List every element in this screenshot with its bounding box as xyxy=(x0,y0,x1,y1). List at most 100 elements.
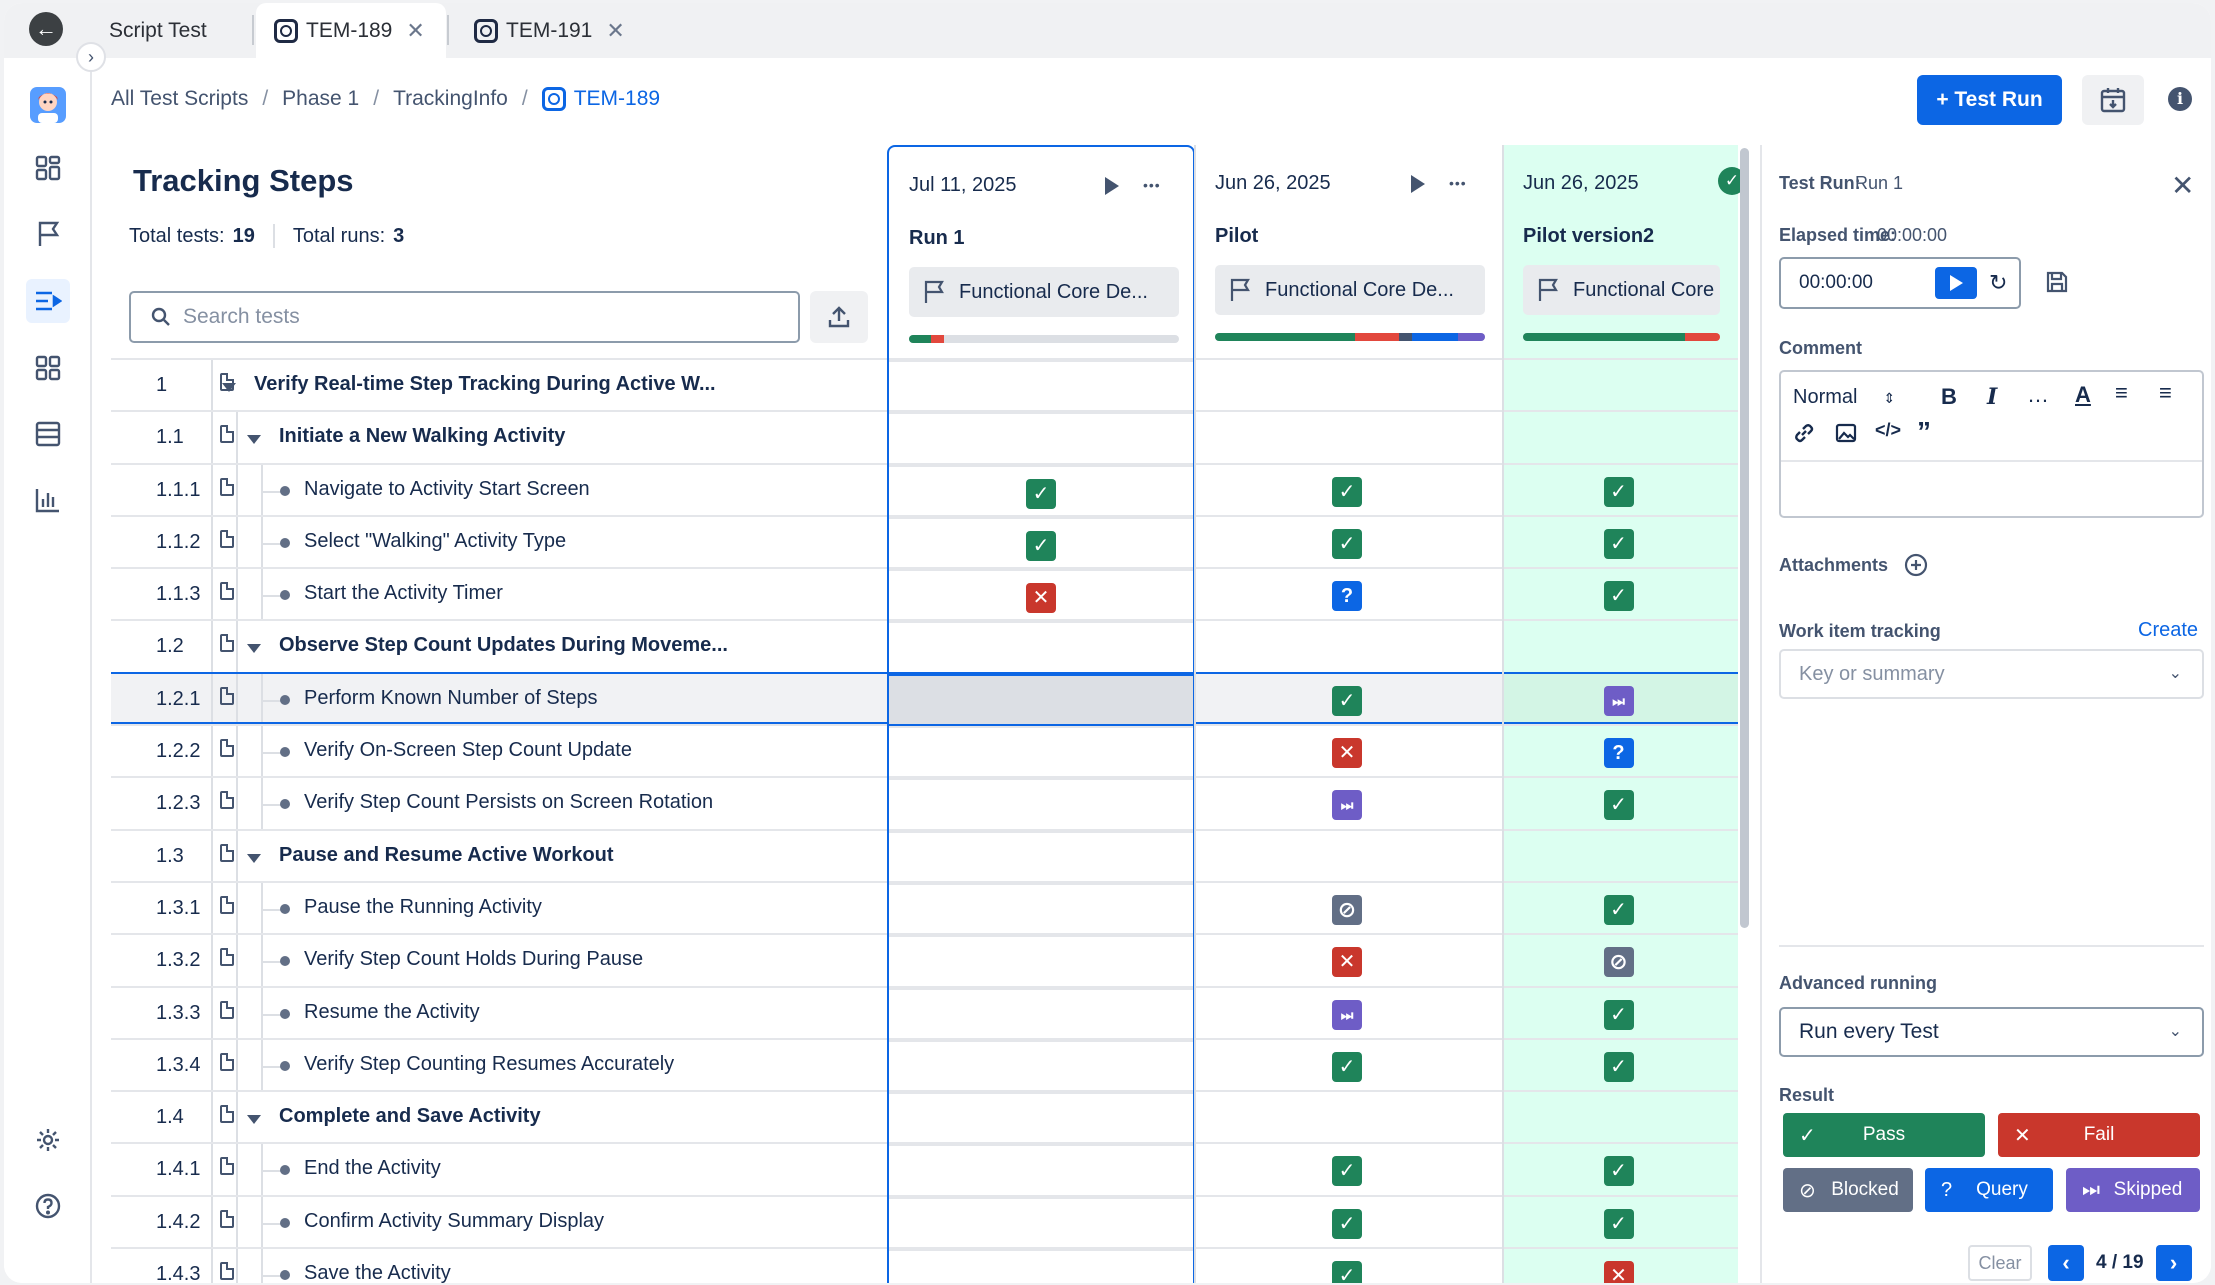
advanced-running-select[interactable]: Run every Test ⌄ xyxy=(1779,1007,2204,1057)
comment-editor[interactable]: Normal ⇕ B I … A ≡ ≡ </> ” xyxy=(1779,370,2204,518)
result-cell[interactable] xyxy=(1195,1090,1503,1142)
tab-tem-189[interactable]: TEM-189 ✕ xyxy=(256,3,446,58)
timer-input[interactable]: 00:00:00 ↻ xyxy=(1779,257,2021,309)
result-cell[interactable]: ✓ xyxy=(1503,462,1738,515)
format-select[interactable]: Normal ⇕ xyxy=(1793,386,1895,409)
pass-status-icon[interactable]: ✓ xyxy=(1603,999,1634,1030)
step-row[interactable]: 1.3.4 Verify Step Counting Resumes Accura… xyxy=(111,1037,1737,1091)
skip-status-icon[interactable]: ⏭ xyxy=(1332,790,1362,821)
step-group-row[interactable]: 1.4 Complete and Save Activity xyxy=(111,1090,1737,1143)
result-cell[interactable]: ✓ xyxy=(889,464,1193,517)
result-cell[interactable]: ✓ xyxy=(1503,567,1738,619)
result-cell[interactable]: ✕ xyxy=(1195,724,1503,776)
result-cell[interactable] xyxy=(889,360,1193,412)
result-cell[interactable]: ✓ xyxy=(1195,1142,1503,1194)
schedule-button[interactable] xyxy=(2082,75,2144,125)
document-icon[interactable] xyxy=(220,791,234,810)
step-row[interactable]: 1.4.3 Save the Activity xyxy=(111,1247,1737,1283)
document-icon[interactable] xyxy=(220,1105,234,1124)
result-cell[interactable]: ✓ xyxy=(1195,462,1503,515)
document-icon[interactable] xyxy=(220,948,234,967)
pass-status-icon[interactable]: ✓ xyxy=(1603,894,1634,925)
environment-chip[interactable]: Functional Core De... xyxy=(909,267,1179,317)
flag-icon[interactable] xyxy=(26,212,70,256)
fail-status-icon[interactable]: ✕ xyxy=(1603,1261,1634,1283)
blocked-button[interactable]: ⊘ Blocked xyxy=(1783,1168,1913,1212)
result-cell[interactable]: ⏭ xyxy=(1503,671,1738,725)
result-cell[interactable] xyxy=(889,726,1193,778)
fail-button[interactable]: ✕ Fail xyxy=(1998,1113,2200,1157)
run-column[interactable]: Jun 26, 2025 ••• Pilot Functional Core De..… xyxy=(1194,145,1503,1283)
link-icon[interactable] xyxy=(1793,422,1815,444)
result-cell[interactable]: ✓ xyxy=(1503,776,1738,828)
document-icon[interactable] xyxy=(220,425,234,444)
skip-status-icon[interactable]: ⏭ xyxy=(1332,999,1362,1030)
query-status-icon[interactable]: ? xyxy=(1603,738,1634,769)
pass-status-icon[interactable]: ✓ xyxy=(1332,1261,1362,1283)
table-icon[interactable] xyxy=(26,412,70,456)
document-icon[interactable] xyxy=(220,895,234,914)
skipped-button[interactable]: ⏭ Skipped xyxy=(2066,1168,2200,1212)
document-icon[interactable] xyxy=(220,686,234,705)
next-icon[interactable]: › xyxy=(2155,1245,2192,1281)
pass-status-icon[interactable]: ✓ xyxy=(1603,476,1634,507)
result-cell[interactable] xyxy=(1503,828,1738,881)
result-cell[interactable] xyxy=(889,987,1193,1040)
result-cell[interactable]: ✓ xyxy=(1195,671,1503,725)
result-cell[interactable]: ⊘ xyxy=(1503,933,1738,985)
collapse-caret-icon[interactable] xyxy=(247,435,261,445)
document-icon[interactable] xyxy=(220,843,234,862)
result-cell[interactable]: ? xyxy=(1503,724,1738,776)
save-icon[interactable] xyxy=(2046,271,2068,293)
result-cell[interactable] xyxy=(889,882,1193,935)
query-status-icon[interactable]: ? xyxy=(1332,581,1362,612)
result-cell[interactable] xyxy=(1503,1090,1738,1142)
avatar[interactable] xyxy=(26,83,70,127)
more-icon[interactable]: ••• xyxy=(1143,177,1161,193)
blocked-status-icon[interactable]: ⊘ xyxy=(1603,947,1634,978)
pass-status-icon[interactable]: ✓ xyxy=(1603,790,1634,821)
previous-icon[interactable]: ‹ xyxy=(2048,1245,2084,1281)
settings-icon[interactable] xyxy=(26,1118,70,1162)
result-cell[interactable] xyxy=(1195,828,1503,881)
step-row[interactable]: 1.3.3 Resume the Activity xyxy=(111,985,1737,1038)
document-icon[interactable] xyxy=(220,634,234,653)
bold-icon[interactable]: B xyxy=(1941,384,1957,409)
result-cell[interactable]: ✓ xyxy=(1195,1247,1503,1283)
play-icon[interactable] xyxy=(1411,175,1425,193)
quote-icon[interactable]: ” xyxy=(1917,416,1931,447)
back-button[interactable]: ← xyxy=(29,12,63,46)
blocked-status-icon[interactable]: ⊘ xyxy=(1332,894,1362,925)
result-cell[interactable] xyxy=(1503,619,1738,671)
run-column[interactable]: Jul 11, 2025 ••• Run 1 Functional Core De..… xyxy=(887,145,1195,1283)
clear-button[interactable]: Clear xyxy=(1968,1245,2032,1281)
bullet-list-icon[interactable]: ≡ xyxy=(2115,380,2128,405)
info-icon[interactable]: i xyxy=(2168,87,2192,111)
pass-status-icon[interactable]: ✓ xyxy=(1332,685,1362,716)
step-row[interactable]: 1.4.2 Confirm Activity Summary Display xyxy=(111,1194,1737,1248)
step-row[interactable]: 1.2.3 Verify Step Count Persists on Scree… xyxy=(111,776,1737,829)
collapse-caret-icon[interactable] xyxy=(247,853,261,863)
more-icon[interactable]: … xyxy=(2027,382,2049,407)
pass-status-icon[interactable]: ✓ xyxy=(1332,1156,1362,1187)
work-item-select[interactable]: Key or summary ⌄ xyxy=(1779,649,2204,699)
fail-status-icon[interactable]: ✕ xyxy=(1332,738,1362,769)
breadcrumb-current[interactable]: TEM-189 xyxy=(541,87,660,111)
close-panel-icon[interactable]: ✕ xyxy=(2171,170,2195,201)
dashboard-icon[interactable] xyxy=(26,146,70,190)
collapse-caret-icon[interactable] xyxy=(247,644,261,654)
expand-sidebar-button[interactable]: › xyxy=(76,42,106,72)
result-cell[interactable] xyxy=(889,621,1193,673)
result-cell[interactable]: ✓ xyxy=(1195,1037,1503,1090)
document-icon[interactable] xyxy=(220,1000,234,1019)
document-icon[interactable] xyxy=(220,739,234,758)
reports-icon[interactable] xyxy=(26,478,70,522)
result-cell[interactable] xyxy=(1195,410,1503,462)
step-row[interactable]: 1.1.3 Start the Activity Timer xyxy=(111,567,1737,620)
result-cell[interactable]: ✓ xyxy=(1195,514,1503,567)
start-timer-button[interactable] xyxy=(1935,267,1977,299)
step-row[interactable]: 1.3.1 Pause the Running Activity xyxy=(111,880,1737,934)
skip-status-icon[interactable]: ⏭ xyxy=(1603,685,1634,716)
export-button[interactable] xyxy=(810,291,868,343)
result-cell[interactable]: ⊘ xyxy=(1195,880,1503,933)
